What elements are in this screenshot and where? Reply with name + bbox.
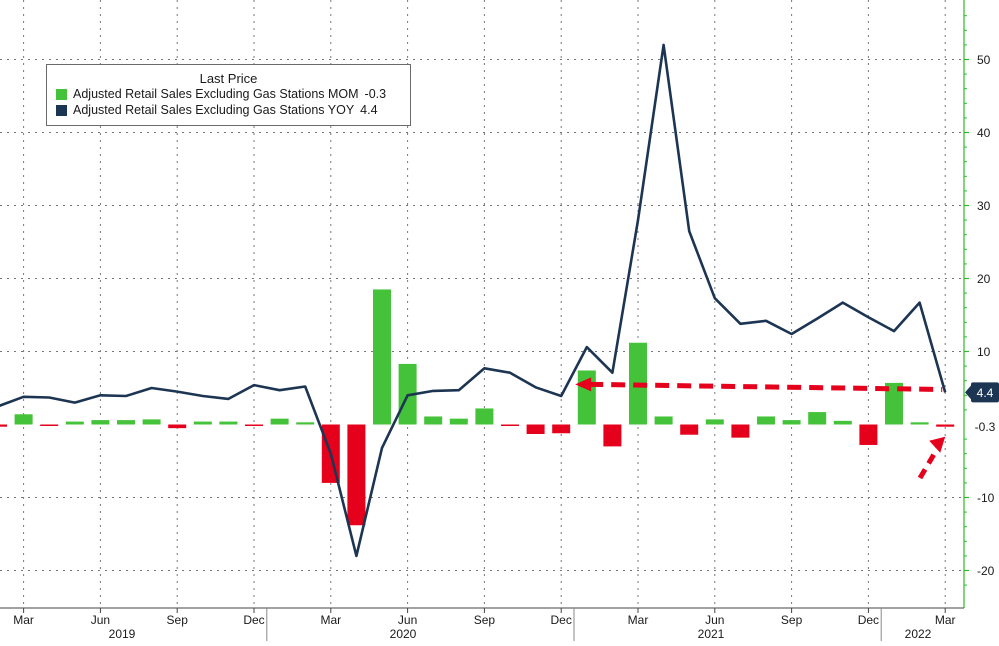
bar-mom — [501, 424, 519, 426]
x-tick-label: Jun — [705, 613, 724, 627]
x-tick-label: Sep — [474, 613, 496, 627]
x-tick-label: Mar — [935, 613, 956, 627]
bar-mom — [449, 418, 468, 425]
x-tick-label: Dec — [243, 613, 264, 627]
y-tick-label: -10 — [977, 491, 995, 505]
x-tick-label: Jun — [398, 613, 417, 627]
annotation-arrow-head — [929, 436, 946, 453]
legend-entry-mom: Adjusted Retail Sales Excluding Gas Stat… — [47, 86, 410, 102]
bar-mom — [654, 416, 673, 425]
bar-mom — [142, 419, 161, 425]
bar-mom — [475, 408, 494, 425]
x-year-label: 2020 — [390, 627, 417, 641]
bar-mom — [65, 421, 84, 425]
bar-mom — [373, 289, 391, 425]
value-label-mom-pointer — [965, 418, 972, 435]
bar-mom — [424, 416, 443, 425]
value-label-yoy-box — [971, 382, 999, 403]
bar-mom — [680, 424, 699, 435]
bar-mom — [40, 424, 59, 426]
bar-mom — [347, 424, 366, 526]
bar-mom — [0, 424, 7, 427]
annotation-arrow-line — [917, 442, 943, 480]
value-label-mom-box — [971, 416, 999, 437]
x-tick-label: Mar — [628, 613, 649, 627]
bar-mom — [91, 420, 110, 425]
bar-mom — [936, 424, 955, 427]
bar-mom — [245, 424, 263, 426]
legend-label-mom: Adjusted Retail Sales Excluding Gas Stat… — [73, 87, 359, 101]
y-tick-label: 20 — [977, 272, 991, 286]
x-tick-label: Sep — [167, 613, 189, 627]
bar-mom — [885, 382, 903, 425]
bar-mom — [526, 424, 545, 434]
x-tick-label: Mar — [13, 613, 34, 627]
bar-mom — [219, 421, 238, 425]
legend-swatch-mom — [56, 88, 67, 100]
bar-mom — [552, 424, 571, 434]
legend-title: Last Price — [199, 71, 258, 86]
x-year-label: 2019 — [109, 627, 136, 641]
bar-mom — [193, 421, 212, 425]
bar-mom — [782, 420, 801, 425]
legend: Last Price Adjusted Retail Sales Excludi… — [46, 64, 411, 126]
y-tick-label: 10 — [977, 345, 991, 359]
bar-mom — [577, 370, 596, 425]
bar-mom — [14, 414, 33, 425]
legend-entry-yoy: Adjusted Retail Sales Excluding Gas Stat… — [47, 102, 410, 118]
bar-mom — [910, 422, 929, 425]
legend-value-mom: -0.3 — [364, 87, 387, 101]
bar-mom — [117, 420, 135, 425]
x-year-label: 2022 — [905, 627, 932, 641]
y-tick-label: 30 — [977, 199, 991, 213]
x-tick-label: Mar — [320, 613, 341, 627]
x-tick-label: Dec — [551, 613, 572, 627]
annotation-arrow-line — [589, 381, 943, 392]
bar-mom — [270, 418, 289, 425]
bar-mom — [808, 412, 827, 425]
bar-mom — [168, 424, 187, 429]
legend-label-yoy: Adjusted Retail Sales Excluding Gas Stat… — [73, 103, 355, 117]
bar-mom — [757, 416, 775, 425]
value-label-mom: -0.3 — [975, 420, 996, 434]
x-tick-label: Jun — [91, 613, 110, 627]
bar-mom — [859, 424, 878, 445]
bar-mom — [731, 424, 750, 438]
legend-value-yoy: 4.4 — [360, 103, 378, 117]
legend-swatch-yoy — [56, 104, 67, 116]
bar-mom — [705, 419, 724, 425]
y-tick-label: 40 — [977, 126, 991, 140]
value-label-yoy: 4.4 — [977, 386, 994, 400]
x-tick-label: Sep — [781, 613, 803, 627]
value-label-yoy-pointer — [965, 384, 972, 401]
bar-mom — [296, 422, 315, 425]
y-tick-label: 50 — [977, 53, 991, 67]
bar-mom — [603, 424, 622, 447]
x-tick-label: Dec — [858, 613, 879, 627]
y-tick-label: -20 — [977, 564, 995, 578]
annotation-arrow-head — [575, 377, 592, 392]
line-yoy — [0, 43, 947, 558]
x-year-label: 2021 — [698, 627, 725, 641]
bar-mom — [833, 420, 852, 425]
